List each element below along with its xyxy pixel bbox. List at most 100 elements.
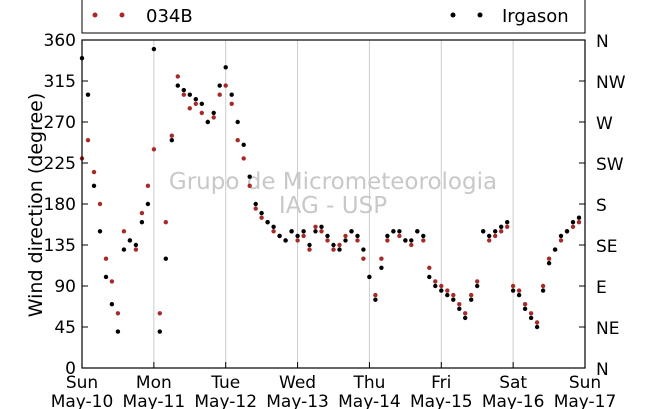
point-034b-39	[313, 224, 318, 229]
point-034b-10	[139, 210, 145, 216]
point-034b-66	[475, 279, 480, 284]
point-irgason-18	[187, 92, 192, 97]
point-irgason-25	[229, 92, 234, 97]
point-034b-7	[121, 229, 127, 234]
point-034b-60	[439, 283, 444, 289]
point-irgason-3	[97, 229, 103, 234]
x-tick-date-2: May-12	[194, 392, 257, 409]
point-irgason-14	[163, 256, 168, 261]
point-034b-50	[379, 256, 384, 261]
point-034b-72	[510, 283, 516, 289]
point-irgason-50	[379, 265, 384, 270]
point-034b-19	[193, 101, 198, 107]
watermark-line-2: IAG - USP	[279, 193, 387, 219]
point-irgason-68	[487, 233, 492, 239]
point-034b-53	[397, 233, 402, 239]
point-irgason-4	[103, 274, 109, 280]
point-irgason-83	[576, 215, 582, 220]
point-034b-58	[427, 265, 432, 270]
point-irgason-56	[415, 229, 420, 234]
point-034b-75	[528, 311, 534, 316]
point-034b-27	[241, 156, 246, 161]
point-irgason-22	[211, 110, 216, 116]
right-tick-label-6: W	[596, 114, 613, 134]
y-tick-label-0: 0	[65, 359, 76, 379]
point-034b-38	[307, 247, 312, 252]
point-irgason-78	[546, 261, 552, 266]
point-034b-74	[522, 302, 528, 307]
point-034b-69	[493, 233, 498, 239]
right-axis: N NE E SE S SW W NW N	[579, 32, 626, 380]
point-irgason-42	[331, 242, 336, 248]
point-034b-78	[546, 256, 552, 261]
point-034b-62	[451, 292, 456, 298]
point-034b-83	[576, 220, 582, 225]
point-irgason-20	[199, 101, 204, 107]
point-irgason-80	[558, 233, 564, 239]
point-034b-28	[247, 183, 252, 188]
point-irgason-67	[481, 229, 486, 234]
right-tick-label-3: SE	[596, 237, 618, 257]
point-034b-36	[295, 238, 300, 243]
point-034b-59	[433, 279, 438, 284]
point-irgason-28	[247, 174, 252, 179]
point-034b-41	[325, 238, 330, 243]
point-034b-57	[421, 238, 426, 243]
point-034b-51	[385, 238, 390, 243]
y-tick-label-5: 225	[44, 154, 76, 174]
point-034b-65	[469, 292, 474, 298]
right-tick-label-4: S	[596, 196, 607, 216]
point-034b-16	[175, 74, 180, 79]
x-tick-date-1: May-11	[123, 392, 186, 409]
point-irgason-60	[439, 288, 444, 293]
legend: 034B Irgason	[81, 0, 586, 34]
y-axis: 0 45 90 135 180 225 270 315 360	[44, 31, 88, 379]
point-034b-46	[355, 238, 360, 243]
point-irgason-62	[451, 297, 456, 302]
point-irgason-1	[85, 92, 91, 97]
point-034b-71	[505, 224, 510, 229]
point-irgason-63	[457, 306, 462, 311]
point-irgason-47	[361, 247, 366, 252]
point-irgason-36	[295, 233, 300, 239]
legend-marker-034b	[92, 12, 98, 18]
right-tick-label-7: NW	[596, 73, 626, 93]
point-irgason-10	[139, 220, 145, 225]
point-irgason-59	[433, 283, 438, 289]
point-irgason-70	[499, 224, 504, 229]
y-tick-label-8: 360	[44, 31, 76, 51]
point-irgason-7	[121, 247, 127, 252]
vertical-gridlines	[153, 40, 514, 368]
x-tick-day-6: Sat	[499, 373, 527, 393]
point-irgason-44	[343, 238, 348, 243]
point-034b-63	[457, 302, 462, 307]
x-tick-day-3: Wed	[279, 373, 316, 393]
x-tick-day-0: Sun	[66, 373, 98, 393]
legend-marker-irgason-2	[477, 12, 483, 18]
point-034b-43	[337, 242, 342, 248]
point-034b-11	[145, 183, 151, 188]
point-034b-2	[91, 169, 97, 175]
point-034b-42	[331, 247, 336, 252]
point-034b-18	[187, 106, 192, 111]
point-irgason-74	[522, 306, 528, 311]
point-irgason-53	[397, 229, 402, 234]
point-irgason-38	[307, 242, 312, 248]
x-axis: SunMay-10MonMay-11TueMay-12WedMay-13ThuM…	[51, 362, 616, 409]
point-irgason-29	[253, 201, 258, 207]
y-tick-label-1: 45	[54, 318, 76, 338]
x-tick-day-5: Fri	[431, 373, 451, 393]
point-034b-3	[97, 201, 103, 207]
x-tick-date-4: May-14	[338, 392, 401, 409]
watermark-line-1: Grupo de Micrometeorologia	[169, 169, 497, 195]
point-irgason-15	[169, 138, 174, 143]
x-tick-date-0: May-10	[51, 392, 114, 409]
point-irgason-17	[181, 87, 186, 93]
point-irgason-12	[151, 46, 157, 52]
point-034b-77	[540, 283, 546, 289]
point-034b-76	[534, 320, 540, 325]
x-tick-date-5: May-15	[410, 392, 473, 409]
y-tick-label-3: 135	[44, 236, 76, 256]
